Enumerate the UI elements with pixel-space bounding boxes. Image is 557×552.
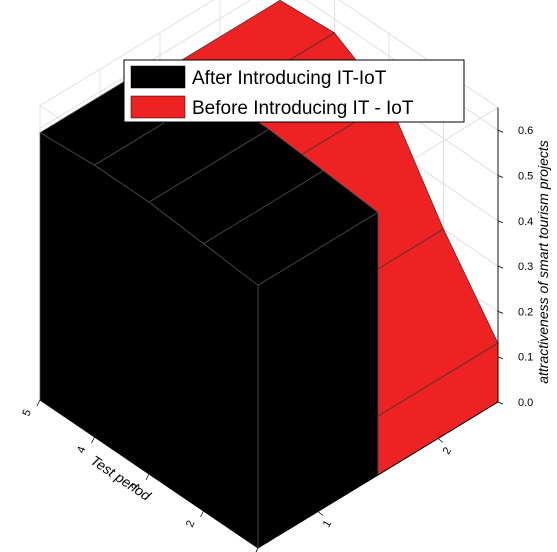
z-tick-mark bbox=[497, 129, 504, 133]
tick-labels: 0.00.10.20.30.40.50.61234512 bbox=[21, 107, 533, 552]
z-tick-mark bbox=[497, 175, 504, 178]
z-tick-label: 0.2 bbox=[518, 306, 533, 318]
legend: After Introducing IT-IoT Before Introduc… bbox=[123, 59, 465, 123]
x-tick-label: 3 bbox=[130, 482, 143, 492]
base-axes bbox=[39, 399, 499, 549]
z-tick-label: 0.6 bbox=[518, 125, 533, 137]
x-tick-mark bbox=[36, 399, 41, 407]
z-axis-label: attractiveness of smart tourism projects bbox=[535, 140, 551, 384]
legend-label-after: After Introducing IT-IoT bbox=[192, 68, 387, 89]
y-tick-mark bbox=[317, 511, 324, 516]
z-tick-label: 0.5 bbox=[518, 171, 533, 183]
front-series bbox=[39, 59, 379, 549]
z-tick-label: 0.3 bbox=[518, 261, 533, 273]
x-tick-mark bbox=[145, 473, 150, 481]
x-tick-mark bbox=[255, 547, 259, 552]
legend-swatch-before bbox=[130, 95, 186, 119]
x-tick-mark bbox=[200, 510, 204, 518]
x-tick-label: 2 bbox=[184, 519, 197, 529]
y-tick-label: 1 bbox=[321, 518, 334, 529]
z-tick-mark bbox=[497, 220, 504, 224]
z-tick-label: 0.1 bbox=[518, 352, 533, 364]
z-tick-mark bbox=[497, 356, 504, 360]
z-tick-mark bbox=[497, 401, 504, 405]
legend-label-before: Before Introducing IT - IoT bbox=[192, 98, 414, 119]
x-tick-mark bbox=[91, 436, 95, 444]
z-tick-label: 0.4 bbox=[518, 216, 533, 228]
z-tick-label: 0.0 bbox=[518, 397, 533, 409]
x-tick-label: 4 bbox=[75, 445, 88, 455]
legend-swatch-after bbox=[130, 65, 186, 89]
y-tick-mark bbox=[437, 438, 444, 443]
y-tick-label: 2 bbox=[441, 445, 454, 456]
series-after-side-face bbox=[39, 132, 259, 549]
z-tick-mark bbox=[497, 265, 504, 269]
z-tick-mark bbox=[497, 311, 504, 314]
x-tick-label: 5 bbox=[21, 408, 34, 418]
